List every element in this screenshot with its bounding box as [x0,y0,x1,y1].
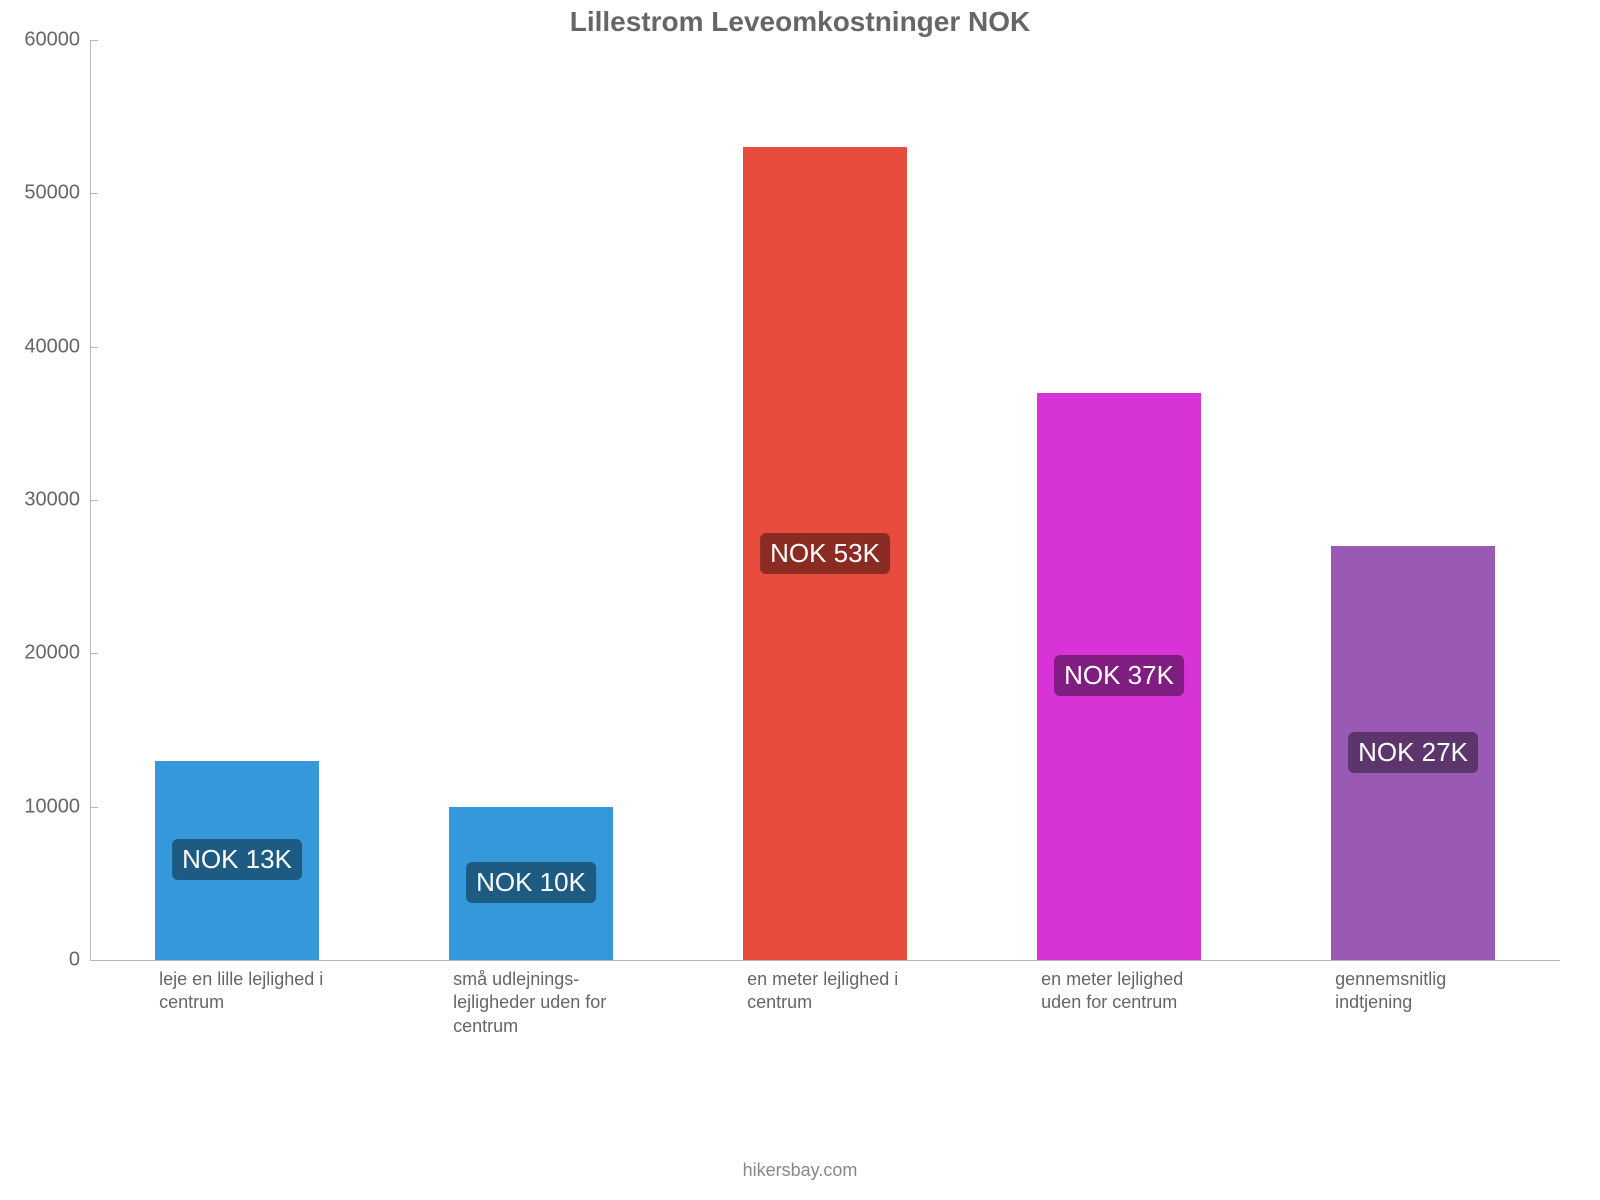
chart-container: Lillestrom Leveomkostninger NOK NOK 13KN… [0,0,1600,1200]
chart-footer: hikersbay.com [0,1160,1600,1181]
bar-slot: NOK 53K [678,40,972,960]
y-tick-label: 20000 [24,642,90,665]
x-axis-label: gennemsnitlig indtjening [1266,968,1560,1038]
bars-layer: NOK 13K NOK 10K NOK 53K NOK 37K NOK 27K [90,40,1560,960]
y-tick [90,500,98,501]
x-axis-label: en meter lejlighed i centrum [678,968,972,1038]
x-axis-labels: leje en lille lejlighed i centrumsmå udl… [90,968,1560,1038]
bar: NOK 53K [743,147,908,960]
x-axis-label: små udlejnings-lejligheder uden for cent… [384,968,678,1038]
value-badge: NOK 10K [466,862,596,903]
y-tick [90,960,98,961]
bar-slot: NOK 27K [1266,40,1560,960]
y-tick [90,347,98,348]
bar-slot: NOK 13K [90,40,384,960]
bar: NOK 13K [155,761,320,960]
y-tick [90,193,98,194]
bar-slot: NOK 37K [972,40,1266,960]
bar-slot: NOK 10K [384,40,678,960]
y-tick-label: 40000 [24,335,90,358]
x-axis-label: leje en lille lejlighed i centrum [90,968,384,1038]
bar: NOK 37K [1037,393,1202,960]
y-tick-label: 30000 [24,489,90,512]
bar: NOK 10K [449,807,614,960]
value-badge: NOK 13K [172,839,302,880]
plot-area: NOK 13KNOK 10KNOK 53KNOK 37KNOK 27K 0100… [90,40,1560,961]
y-tick-label: 10000 [24,795,90,818]
y-tick [90,40,98,41]
value-badge: NOK 53K [760,533,890,574]
y-tick [90,807,98,808]
value-badge: NOK 37K [1054,655,1184,696]
x-axis-label: en meter lejlighed uden for centrum [972,968,1266,1038]
y-tick-label: 0 [69,949,90,972]
y-tick-label: 60000 [24,29,90,52]
bar: NOK 27K [1331,546,1496,960]
y-tick-label: 50000 [24,182,90,205]
value-badge: NOK 27K [1348,732,1478,773]
chart-title: Lillestrom Leveomkostninger NOK [0,6,1600,38]
y-tick [90,653,98,654]
